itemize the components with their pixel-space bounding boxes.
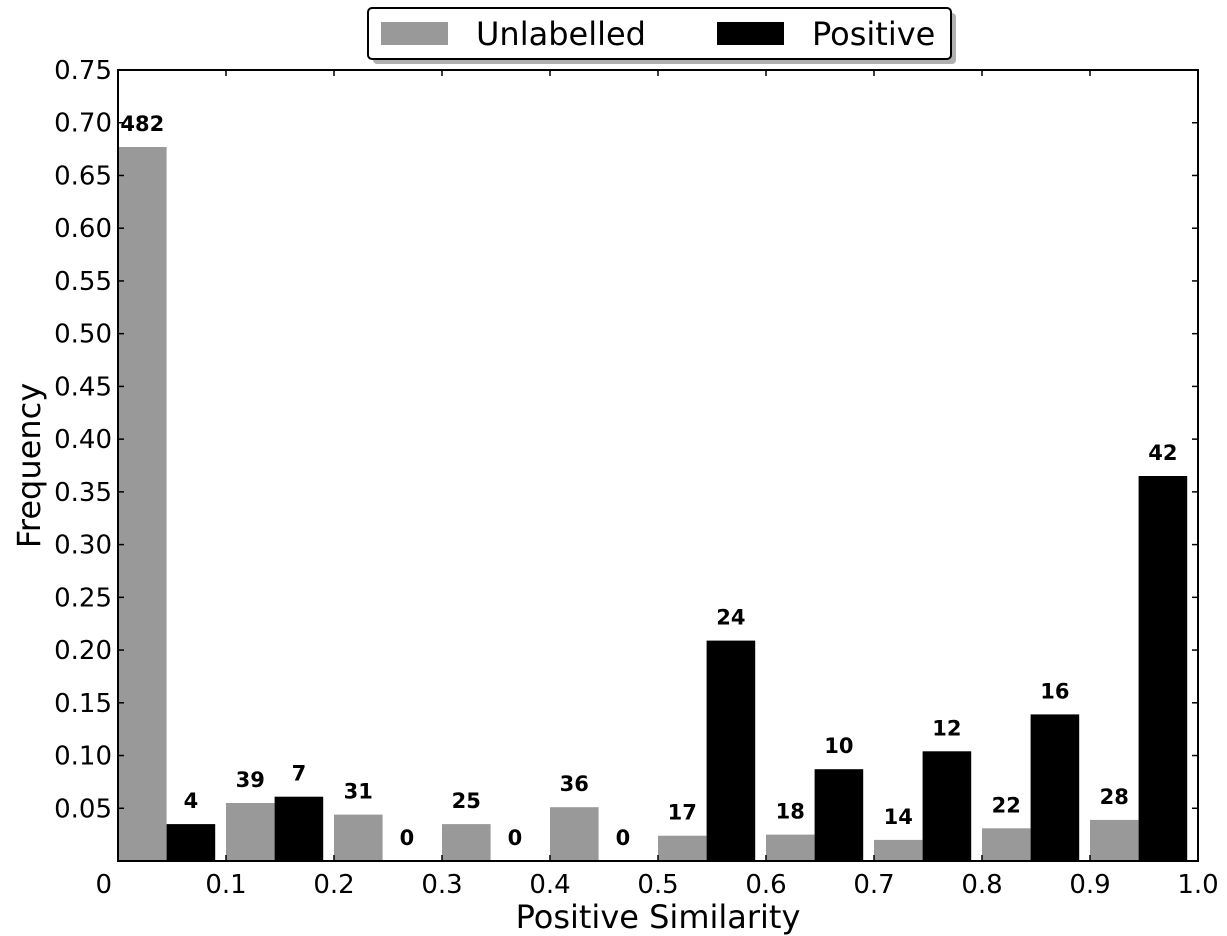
bar-unlabelled-1 <box>226 803 275 861</box>
data-label-positive-6: 10 <box>824 734 853 758</box>
data-label-unlabelled-3: 25 <box>452 789 481 813</box>
data-label-unlabelled-9: 28 <box>1100 785 1129 809</box>
x-tick-label-0: 0 <box>95 870 112 900</box>
y-tick-label-8: 0.45 <box>54 372 112 402</box>
y-tick-label-6: 0.35 <box>54 478 112 508</box>
x-axis-title: Positive Similarity <box>516 898 801 936</box>
y-tick-label-12: 0.65 <box>54 161 112 191</box>
x-tick-label-5: 0.5 <box>637 870 678 900</box>
y-tick-label-0: 0.05 <box>54 794 112 824</box>
legend-swatch-unlabelled <box>381 22 448 45</box>
data-label-unlabelled-2: 31 <box>344 780 373 804</box>
data-label-unlabelled-5: 17 <box>668 801 697 825</box>
data-labels-layer: 482 39 31 25 36 17 18 14 22 28 4 7 0 0 0 24 10 12 16 42 <box>120 112 1177 850</box>
legend-label-unlabelled: Unlabelled <box>476 15 646 53</box>
bar-positive-7 <box>922 751 972 861</box>
bar-positive-1 <box>274 796 324 861</box>
data-label-unlabelled-4: 36 <box>560 772 589 796</box>
y-tick-label-9: 0.50 <box>54 320 112 350</box>
y-tick-label-4: 0.25 <box>54 583 112 613</box>
bars-layer <box>118 147 1188 861</box>
y-tick-label-7: 0.40 <box>54 425 112 455</box>
bar-positive-9 <box>1138 476 1188 861</box>
x-tick-label-3: 0.3 <box>421 870 462 900</box>
legend: Unlabelled Positive <box>367 7 956 64</box>
bar-unlabelled-5 <box>658 835 707 861</box>
y-tick-label-3: 0.20 <box>54 636 112 666</box>
data-label-unlabelled-6: 18 <box>776 800 805 824</box>
data-label-positive-3: 0 <box>508 826 523 850</box>
x-tick-label-1: 0.1 <box>205 870 246 900</box>
data-label-positive-4: 0 <box>616 826 631 850</box>
bar-positive-6 <box>814 769 864 861</box>
x-tick-label-10: 1.0 <box>1177 870 1218 900</box>
x-tick-label-6: 0.6 <box>745 870 786 900</box>
data-label-positive-1: 7 <box>292 762 307 786</box>
bar-positive-5 <box>706 640 756 861</box>
bar-positive-8 <box>1030 714 1080 861</box>
data-label-positive-7: 12 <box>932 716 961 740</box>
bar-unlabelled-6 <box>766 834 815 861</box>
y-tick-label-10: 0.55 <box>54 267 112 297</box>
bar-unlabelled-7 <box>874 839 923 861</box>
y-tick-label-1: 0.10 <box>54 742 112 772</box>
bar-positive-0 <box>166 824 216 861</box>
bar-unlabelled-9 <box>1090 819 1139 861</box>
x-tick-label-9: 0.9 <box>1069 870 1110 900</box>
data-label-positive-5: 24 <box>716 606 745 630</box>
x-tick-label-2: 0.2 <box>313 870 354 900</box>
legend-box <box>367 7 952 60</box>
bar-unlabelled-0 <box>118 147 167 861</box>
y-tick-label-14: 0.75 <box>54 56 112 86</box>
ticks-layer: 0 0.1 0.2 0.3 0.4 0.5 0.6 0.7 0.8 0.9 1.0 0.05 0.10 0… <box>54 56 1219 900</box>
data-label-unlabelled-8: 22 <box>992 793 1021 817</box>
y-tick-label-13: 0.70 <box>54 109 112 139</box>
bar-unlabelled-4 <box>550 807 599 861</box>
x-tick-label-7: 0.7 <box>853 870 894 900</box>
data-label-unlabelled-1: 39 <box>236 768 265 792</box>
y-tick-label-2: 0.15 <box>54 689 112 719</box>
data-label-positive-8: 16 <box>1040 679 1069 703</box>
legend-label-positive: Positive <box>812 15 935 53</box>
legend-swatch-positive <box>717 22 784 45</box>
y-tick-label-11: 0.60 <box>54 214 112 244</box>
data-label-positive-9: 42 <box>1148 441 1177 465</box>
y-axis-title: Frequency <box>10 383 48 548</box>
data-label-unlabelled-0: 482 <box>120 112 164 136</box>
bar-unlabelled-8 <box>982 828 1031 861</box>
bar-unlabelled-3 <box>442 824 491 861</box>
bar-unlabelled-2 <box>334 814 383 861</box>
y-tick-label-5: 0.30 <box>54 531 112 561</box>
data-label-unlabelled-7: 14 <box>884 805 913 829</box>
x-tick-label-4: 0.4 <box>529 870 570 900</box>
data-label-positive-2: 0 <box>400 826 415 850</box>
x-tick-label-8: 0.8 <box>961 870 1002 900</box>
data-label-positive-0: 4 <box>184 789 199 813</box>
